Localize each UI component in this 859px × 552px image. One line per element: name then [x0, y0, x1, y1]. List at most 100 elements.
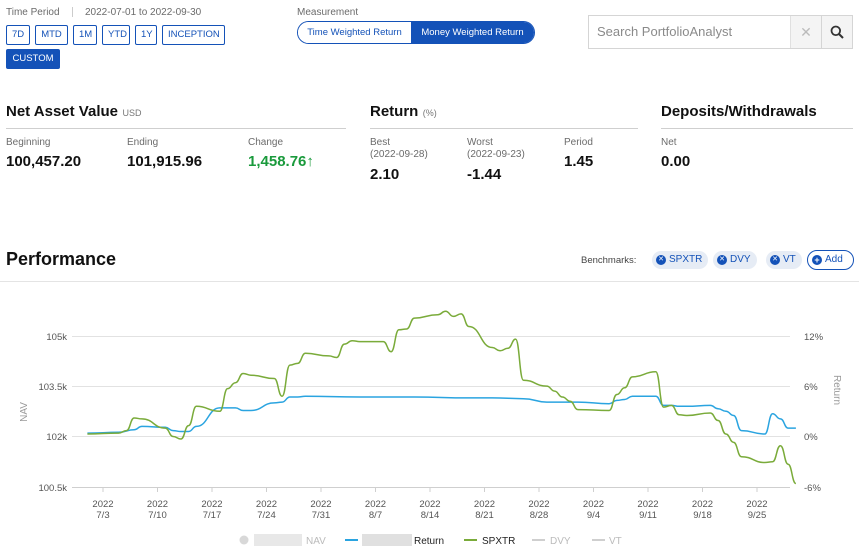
legend-item-dvy[interactable]: DVY [532, 536, 571, 547]
data-point-spxtr[interactable] [442, 307, 450, 315]
data-point-return[interactable] [270, 399, 278, 407]
data-point-spxtr[interactable] [161, 424, 169, 432]
data-point-spxtr[interactable] [761, 459, 769, 467]
data-point-return[interactable] [488, 394, 496, 402]
period-inception-button[interactable]: INCEPTION [162, 25, 225, 45]
data-point-return[interactable] [714, 405, 722, 413]
data-point-return[interactable] [410, 393, 418, 401]
time-weighted-return-button[interactable]: Time Weighted Return [298, 22, 411, 43]
remove-icon[interactable]: ✕ [717, 255, 727, 265]
data-point-spxtr[interactable] [543, 382, 551, 390]
data-point-spxtr[interactable] [613, 391, 621, 399]
data-point-spxtr[interactable] [278, 392, 286, 400]
data-point-spxtr[interactable] [177, 435, 185, 443]
data-point-return[interactable] [231, 404, 239, 412]
data-point-return[interactable] [792, 424, 800, 432]
legend-item-nav[interactable]: NAV [239, 534, 327, 547]
data-point-return[interactable] [301, 392, 309, 400]
benchmark-chip-spxtr[interactable]: ✕ SPXTR [652, 251, 709, 269]
data-point-return[interactable] [130, 426, 138, 434]
period-mtd-button[interactable]: MTD [35, 25, 68, 45]
data-point-spxtr[interactable] [769, 458, 777, 466]
data-point-spxtr[interactable] [83, 430, 91, 438]
data-point-spxtr[interactable] [395, 326, 403, 334]
period-1m-button[interactable]: 1M [73, 25, 97, 45]
data-point-return[interactable] [784, 424, 792, 432]
data-point-spxtr[interactable] [231, 379, 239, 387]
data-point-spxtr[interactable] [216, 407, 224, 415]
data-point-spxtr[interactable] [683, 412, 691, 420]
data-point-spxtr[interactable] [628, 373, 636, 381]
data-point-spxtr[interactable] [410, 314, 418, 322]
data-point-return[interactable] [652, 392, 660, 400]
data-point-return[interactable] [192, 422, 200, 430]
data-point-spxtr[interactable] [239, 370, 247, 378]
legend-item-spxtr[interactable]: SPXTR [464, 536, 515, 547]
data-point-spxtr[interactable] [301, 349, 309, 357]
add-benchmark-button[interactable]: + Add [807, 250, 854, 270]
data-point-return[interactable] [737, 427, 745, 435]
data-point-return[interactable] [286, 393, 294, 401]
data-point-return[interactable] [519, 395, 527, 403]
search-input[interactable]: Search PortfolioAnalyst [597, 24, 733, 39]
benchmark-chip-dvy[interactable]: ✕ DVY [713, 251, 757, 269]
data-point-spxtr[interactable] [457, 310, 465, 318]
legend-item-vt[interactable]: VT [592, 536, 622, 547]
series-line-spxtr[interactable] [87, 310, 797, 485]
data-point-spxtr[interactable] [730, 438, 738, 446]
data-point-spxtr[interactable] [465, 323, 473, 331]
data-point-spxtr[interactable] [270, 375, 278, 383]
data-point-spxtr[interactable] [652, 368, 660, 376]
data-point-spxtr[interactable] [115, 429, 123, 437]
remove-icon[interactable]: ✕ [656, 255, 666, 265]
data-point-spxtr[interactable] [519, 376, 527, 384]
data-point-spxtr[interactable] [138, 415, 146, 423]
data-point-return[interactable] [239, 407, 247, 415]
series-line-return[interactable] [87, 395, 796, 435]
data-point-spxtr[interactable] [247, 371, 255, 379]
data-point-return[interactable] [224, 404, 232, 412]
period-ytd-button[interactable]: YTD [102, 25, 130, 45]
data-point-spxtr[interactable] [356, 338, 364, 346]
data-point-spxtr[interactable] [574, 406, 582, 414]
data-point-spxtr[interactable] [294, 359, 302, 367]
data-point-return[interactable] [247, 407, 255, 415]
data-point-return[interactable] [356, 393, 364, 401]
data-point-return[interactable] [465, 394, 473, 402]
data-point-spxtr[interactable] [737, 453, 745, 461]
data-point-return[interactable] [551, 398, 559, 406]
data-point-spxtr[interactable] [325, 352, 333, 360]
period-7d-button[interactable]: 7D [6, 25, 30, 45]
data-point-return[interactable] [761, 430, 769, 438]
data-point-spxtr[interactable] [792, 480, 800, 488]
data-point-spxtr[interactable] [488, 344, 496, 352]
data-point-spxtr[interactable] [621, 384, 629, 392]
data-point-spxtr[interactable] [706, 409, 714, 417]
data-point-spxtr[interactable] [130, 414, 138, 422]
data-point-return[interactable] [722, 407, 730, 415]
search-button[interactable] [821, 16, 852, 48]
data-point-return[interactable] [138, 422, 146, 430]
data-point-spxtr[interactable] [714, 417, 722, 425]
data-point-spxtr[interactable] [449, 312, 457, 320]
data-point-spxtr[interactable] [224, 385, 232, 393]
remove-icon[interactable]: ✕ [770, 255, 780, 265]
money-weighted-return-button[interactable]: Money Weighted Return [411, 22, 534, 43]
data-point-return[interactable] [776, 415, 784, 423]
data-point-spxtr[interactable] [496, 347, 504, 355]
clear-search-button[interactable]: ✕ [790, 16, 821, 48]
legend-item-return[interactable]: Return [345, 534, 444, 547]
data-point-return[interactable] [769, 410, 777, 418]
data-point-return[interactable] [294, 393, 302, 401]
data-point-return[interactable] [628, 392, 636, 400]
data-point-return[interactable] [621, 396, 629, 404]
data-point-spxtr[interactable] [286, 361, 294, 369]
data-point-spxtr[interactable] [566, 397, 574, 405]
data-point-return[interactable] [543, 398, 551, 406]
data-point-spxtr[interactable] [504, 344, 512, 352]
data-point-spxtr[interactable] [558, 393, 566, 401]
data-point-spxtr[interactable] [784, 460, 792, 468]
data-point-return[interactable] [683, 402, 691, 410]
data-point-return[interactable] [730, 412, 738, 420]
data-point-spxtr[interactable] [185, 422, 193, 430]
